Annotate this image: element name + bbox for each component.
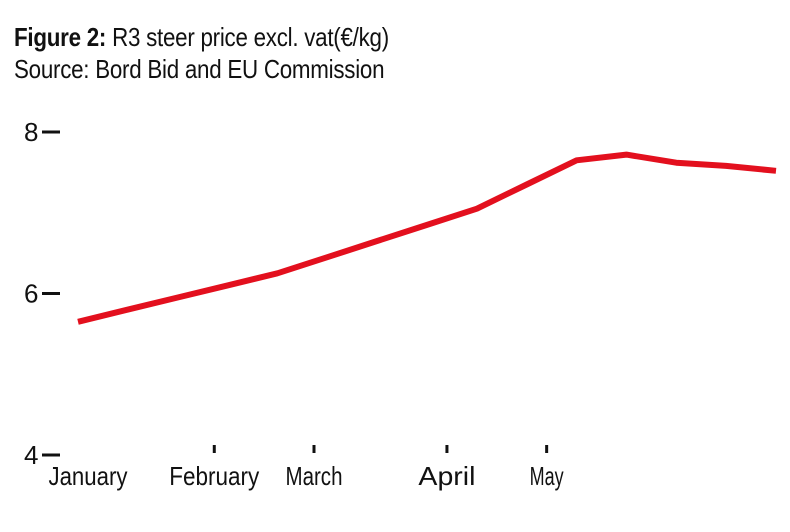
x-tick-label: February [169, 461, 259, 491]
figure-number: Figure 2: [14, 22, 107, 52]
chart-title: Figure 2: R3 steer price excl. vat(€/kg) [14, 22, 389, 52]
x-tick-label: January [48, 461, 127, 491]
x-tick-label: March [285, 461, 342, 491]
title-text: R3 steer price excl. vat(€/kg) [112, 22, 389, 52]
y-tick-label: 6 [24, 279, 38, 309]
y-tick-label: 8 [24, 117, 38, 147]
x-tick-label: April [418, 461, 475, 491]
x-tick-label: May [530, 461, 564, 491]
chart-subtitle: Source: Bord Bid and EU Commission [14, 54, 385, 84]
y-tick-label: 4 [24, 440, 38, 470]
series-line [77, 151, 777, 325]
